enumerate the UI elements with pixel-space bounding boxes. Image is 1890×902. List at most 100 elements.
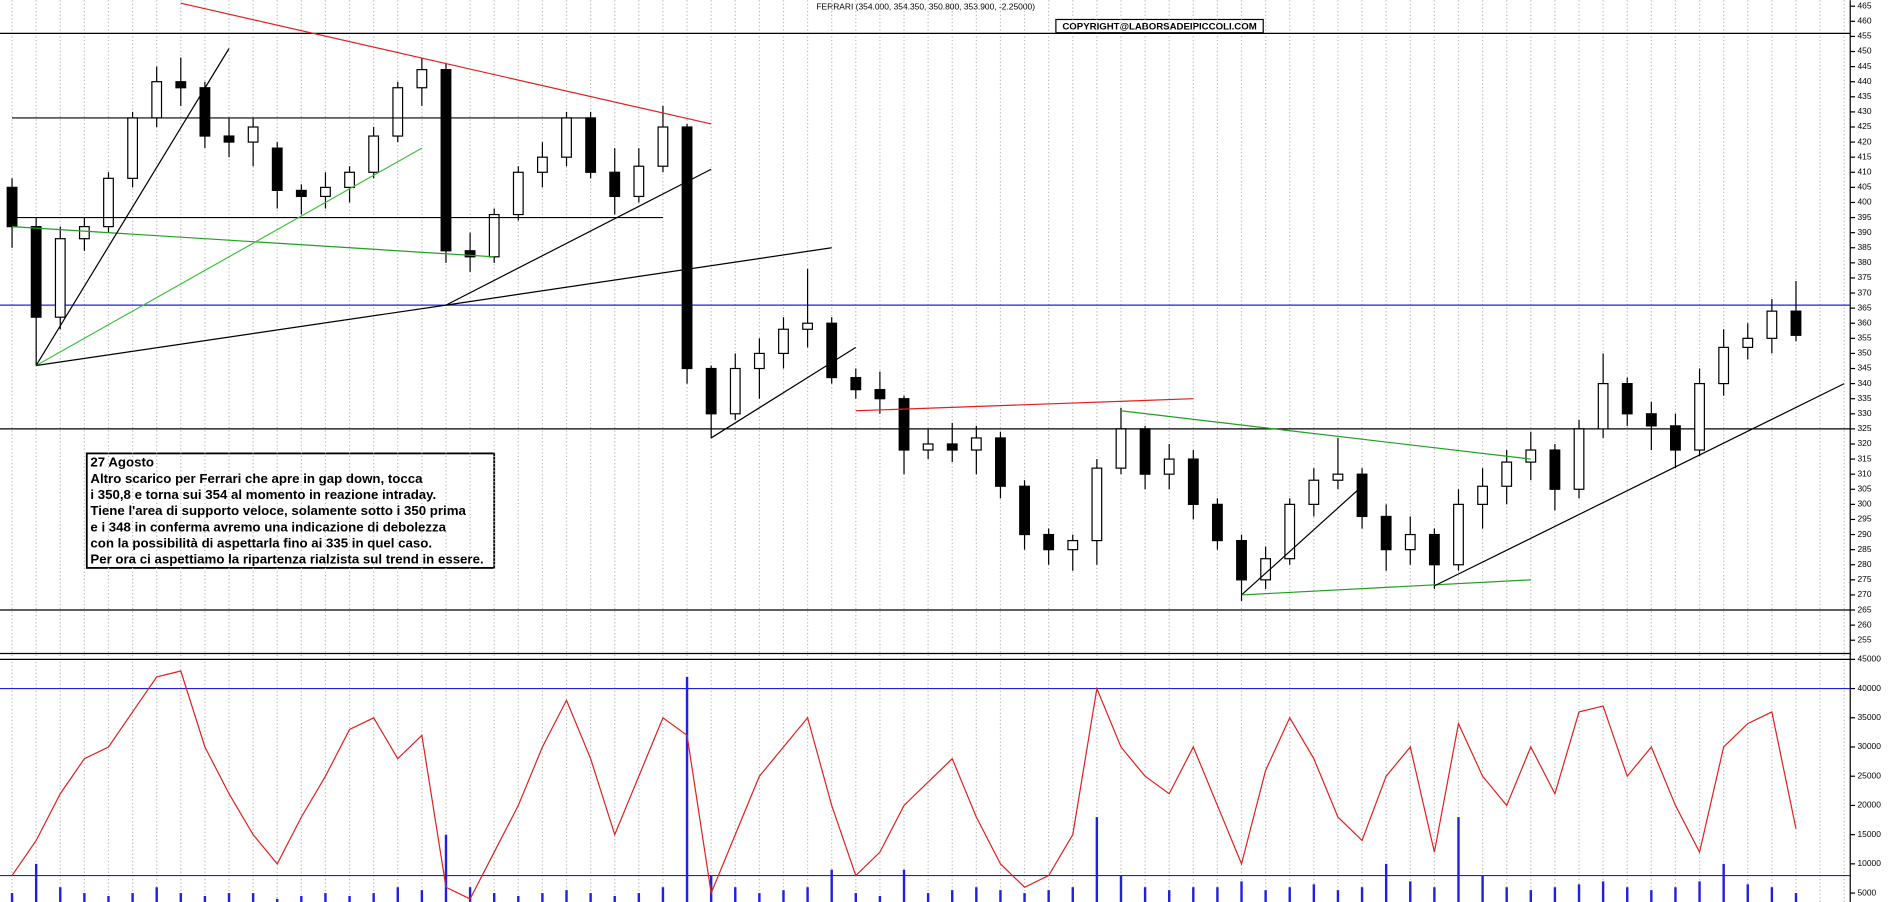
- candle-body: [1284, 503, 1296, 560]
- y-tick-label: 315: [1857, 453, 1871, 463]
- y-tick-label: 300: [1857, 499, 1871, 509]
- volume-bar: [468, 887, 472, 902]
- volume-bar: [251, 893, 255, 902]
- candle-body: [392, 87, 404, 137]
- volume-bar: [131, 893, 134, 902]
- candle-body: [1573, 428, 1585, 490]
- y-tick-label: 350: [1857, 348, 1871, 358]
- candle-body: [1067, 539, 1079, 551]
- volume-bar: [1288, 887, 1291, 902]
- y-tick-label: 325: [1857, 423, 1871, 433]
- y-tick-label: 15000: [1857, 829, 1881, 839]
- y-tick-label: 365: [1857, 302, 1871, 312]
- trendline: [445, 247, 832, 306]
- candle-body: [1742, 337, 1754, 348]
- volume-bar: [1433, 887, 1436, 902]
- y-tick-label: 330: [1857, 408, 1871, 418]
- volume-bar: [1770, 887, 1774, 902]
- volume-bar: [782, 890, 785, 902]
- volume-bar: [1794, 893, 1798, 902]
- candle-body: [464, 250, 476, 258]
- y-tick-label: 455: [1857, 31, 1871, 41]
- candle-body: [512, 171, 524, 216]
- trendline: [1241, 579, 1531, 596]
- y-tick-label: 40000: [1857, 683, 1881, 693]
- candle-body: [1211, 503, 1223, 542]
- candle-body: [1597, 383, 1609, 430]
- y-tick-label: 385: [1857, 242, 1871, 252]
- volume-bar: [227, 893, 231, 902]
- volume-bar: [1553, 887, 1557, 902]
- candle-body: [1091, 467, 1103, 542]
- volume-bar: [1698, 881, 1701, 902]
- volume-bar: [589, 893, 592, 902]
- y-tick-label: 25000: [1857, 770, 1881, 780]
- candle-body: [320, 186, 331, 198]
- y-tick-label: 425: [1857, 121, 1871, 131]
- volume-bar: [1746, 884, 1749, 902]
- annotation-line: i 350,8 e torna sui 354 al momento in re…: [90, 487, 436, 502]
- candle-body: [103, 177, 114, 228]
- y-tick-label: 465: [1857, 0, 1871, 10]
- candle-body: [970, 437, 982, 451]
- y-tick-label: 360: [1857, 317, 1871, 327]
- y-tick-label: 260: [1857, 619, 1871, 629]
- candle-body: [778, 328, 789, 355]
- annotation-line: Per ora ci aspettiamo la ripartenza rial…: [90, 552, 483, 567]
- candle-body: [1043, 533, 1055, 551]
- volume-bar: [1119, 875, 1123, 902]
- candle-body: [1501, 461, 1513, 487]
- candle-body: [1332, 473, 1344, 481]
- volume-bar: [1312, 884, 1316, 902]
- candle-body: [850, 376, 862, 391]
- volume-bar: [975, 887, 978, 902]
- volume-bar: [1192, 887, 1195, 902]
- y-tick-label: 405: [1857, 182, 1871, 192]
- candle-body: [1549, 449, 1561, 490]
- volume-bar: [1626, 887, 1629, 902]
- candle-body: [705, 367, 717, 415]
- y-tick-label: 370: [1857, 287, 1871, 297]
- candle-body: [344, 171, 355, 188]
- volume-bar: [1409, 881, 1412, 902]
- candle-body: [729, 367, 741, 415]
- trendline: [1120, 410, 1531, 460]
- candle-body: [1670, 425, 1681, 451]
- candle-body: [1645, 413, 1657, 427]
- volume-bar: [758, 893, 761, 902]
- candle-body: [609, 171, 621, 198]
- y-tick-label: 450: [1857, 46, 1871, 56]
- volume-bar: [348, 895, 351, 902]
- volume-bar: [1481, 875, 1484, 902]
- candle-body: [1236, 539, 1247, 581]
- y-tick-label: 20000: [1857, 800, 1881, 810]
- copyright: COPYRIGHT@LABORSADEIPICCOLI.COM: [1062, 21, 1256, 32]
- volume-bar: [926, 893, 930, 902]
- y-tick-label: 380: [1857, 257, 1871, 267]
- chart-title: FERRARI (354.000, 354.350, 350.800, 353.…: [816, 2, 1035, 12]
- candle-body: [6, 186, 18, 228]
- volume-bar: [396, 887, 399, 902]
- candle-body: [271, 147, 283, 191]
- volume-bar: [492, 893, 496, 902]
- y-tick-label: 255: [1857, 634, 1871, 644]
- annotation-line: Altro scarico per Ferrari che apre in ga…: [90, 471, 423, 486]
- candle-body: [802, 322, 814, 330]
- candle-body: [1477, 485, 1489, 505]
- oscillator-line: [11, 670, 1797, 900]
- volume-bar: [1529, 890, 1533, 902]
- trendline: [180, 2, 712, 125]
- y-tick-label: 335: [1857, 393, 1871, 403]
- candle-body: [995, 437, 1006, 487]
- trendline: [1434, 383, 1845, 587]
- volume-bar: [324, 893, 327, 902]
- candle-body: [1380, 515, 1392, 551]
- y-tick-label: 280: [1857, 559, 1871, 569]
- y-tick-label: 390: [1857, 227, 1871, 237]
- y-tick-label: 395: [1857, 212, 1871, 222]
- volume-bar: [1360, 887, 1364, 902]
- volume-bar: [300, 895, 303, 902]
- candle-body: [826, 322, 838, 379]
